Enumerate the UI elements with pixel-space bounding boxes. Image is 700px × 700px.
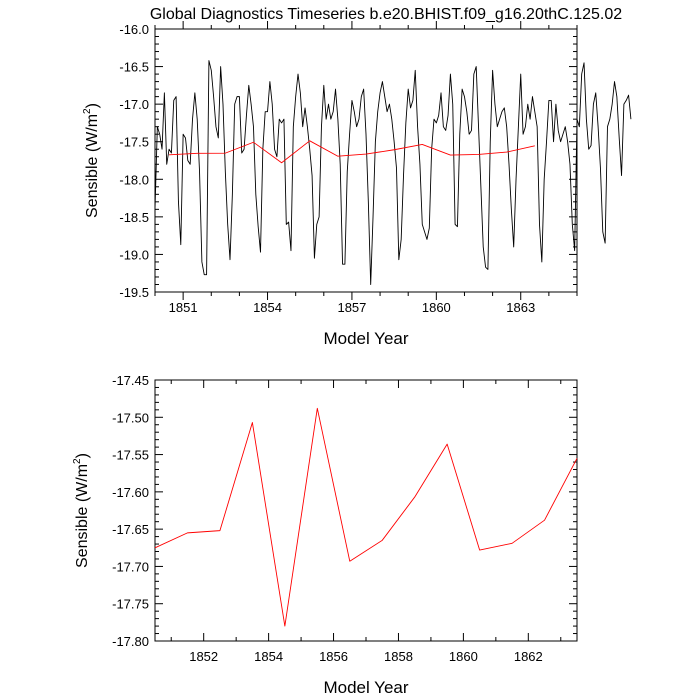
x-tick-label: 1851: [169, 300, 198, 315]
x-axis-label: Model Year: [323, 329, 408, 348]
x-tick-label: 1854: [254, 649, 283, 664]
y-tick-label: -17.55: [112, 448, 149, 463]
series-line-2: [169, 140, 535, 164]
x-tick-label: 1860: [422, 300, 451, 315]
y-tick-label: -16.5: [119, 60, 149, 75]
chart-panel-2: -17.80 -17.75 -17.70 -17.65 -17.60 -17.55 -17.…: [72, 373, 578, 697]
plot-frame: [154, 28, 578, 293]
y-tick-label: -17.45: [112, 373, 149, 388]
y-tick-label: -19.0: [119, 247, 149, 262]
y-tick-label: -19.5: [119, 285, 149, 300]
x-tick-label: 1854: [253, 300, 282, 315]
x-axis-label: Model Year: [323, 678, 408, 697]
y-tick-label: -17.70: [112, 559, 149, 574]
x-tick-label: 1863: [506, 300, 535, 315]
chart-title: Global Diagnostics Timeseries b.e20.BHIS…: [150, 6, 622, 23]
y-tick-label: -17.60: [112, 485, 149, 500]
series-line-1: [154, 60, 632, 285]
x-tick-label: 1862: [514, 649, 543, 664]
y-tick-label: -16.0: [119, 22, 149, 37]
y-tick-label: -17.5: [119, 135, 149, 150]
x-tick-label: 1858: [384, 649, 413, 664]
y-axis-label: Sensible (W/m2): [82, 103, 101, 218]
x-tick-label: 1860: [449, 649, 478, 664]
plot-frame: [154, 379, 578, 642]
x-tick-label: 1857: [337, 300, 366, 315]
x-tick-label: 1852: [189, 649, 218, 664]
y-tick-label: -17.65: [112, 522, 149, 537]
x-tick-label: 1856: [319, 649, 348, 664]
y-tick-label: -17.0: [119, 97, 149, 112]
y-axis-label: Sensible (W/m2): [72, 453, 91, 568]
y-tick-label: -18.5: [119, 210, 149, 225]
y-tick-label: -18.0: [119, 172, 149, 187]
y-tick-label: -17.50: [112, 410, 149, 425]
series-line-1: [154, 407, 578, 627]
chart-panel-1: -19.5 -19.0 -18.5 -18.0 -17.5 -17.0 -16.5 -16.0…: [82, 6, 632, 348]
y-tick-label: -17.75: [112, 597, 149, 612]
y-tick-label: -17.80: [112, 634, 149, 649]
